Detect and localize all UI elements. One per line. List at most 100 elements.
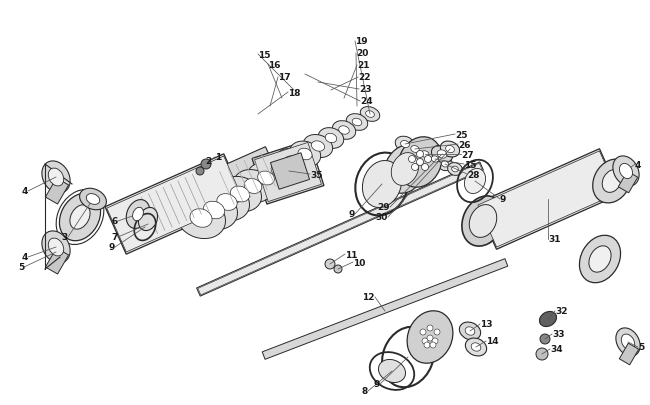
Ellipse shape (177, 198, 226, 239)
Ellipse shape (593, 160, 631, 203)
Text: 10: 10 (353, 258, 365, 267)
Circle shape (325, 259, 335, 269)
Ellipse shape (462, 196, 504, 247)
Ellipse shape (304, 135, 333, 158)
Ellipse shape (59, 194, 101, 241)
Circle shape (417, 159, 424, 166)
Circle shape (424, 342, 430, 348)
Polygon shape (211, 147, 283, 212)
Text: 6: 6 (112, 217, 118, 226)
Ellipse shape (276, 149, 309, 176)
Ellipse shape (391, 153, 419, 186)
Polygon shape (262, 259, 508, 359)
Circle shape (421, 164, 428, 171)
Circle shape (427, 325, 433, 331)
Text: 25: 25 (455, 130, 467, 139)
Circle shape (427, 335, 433, 341)
Polygon shape (618, 172, 638, 193)
Text: 9: 9 (348, 210, 355, 219)
Text: 32: 32 (555, 307, 567, 316)
Ellipse shape (465, 327, 475, 335)
Ellipse shape (448, 163, 462, 176)
Ellipse shape (190, 191, 237, 230)
Text: 30: 30 (376, 213, 388, 222)
Text: 4: 4 (21, 253, 28, 262)
Ellipse shape (271, 164, 287, 177)
Text: 21: 21 (357, 61, 369, 70)
Ellipse shape (244, 179, 262, 194)
Ellipse shape (42, 231, 70, 263)
Text: 19: 19 (355, 37, 368, 47)
Polygon shape (46, 179, 68, 205)
Text: 5: 5 (638, 343, 644, 352)
Ellipse shape (406, 142, 424, 157)
Text: 33: 33 (552, 330, 564, 339)
Text: 22: 22 (358, 73, 370, 82)
Text: 29: 29 (378, 203, 390, 212)
Ellipse shape (411, 146, 419, 153)
Circle shape (201, 160, 211, 170)
Ellipse shape (471, 343, 481, 351)
Ellipse shape (261, 156, 296, 185)
Ellipse shape (360, 107, 380, 122)
Text: 15: 15 (258, 50, 270, 60)
Ellipse shape (365, 111, 374, 118)
Text: 2: 2 (205, 157, 211, 166)
Ellipse shape (332, 122, 356, 140)
Ellipse shape (441, 162, 448, 168)
Circle shape (434, 329, 440, 335)
Polygon shape (196, 162, 484, 296)
Text: 7: 7 (112, 233, 118, 242)
Circle shape (536, 348, 548, 360)
Text: 20: 20 (356, 49, 369, 58)
Circle shape (424, 156, 432, 163)
Ellipse shape (346, 114, 368, 131)
Polygon shape (478, 151, 618, 247)
Ellipse shape (398, 137, 442, 188)
Ellipse shape (257, 172, 274, 185)
Polygon shape (270, 153, 309, 190)
Ellipse shape (218, 177, 261, 212)
Circle shape (430, 342, 436, 348)
Text: 17: 17 (278, 73, 291, 82)
Ellipse shape (363, 161, 402, 208)
Ellipse shape (407, 311, 453, 363)
Polygon shape (198, 164, 482, 295)
Ellipse shape (79, 189, 107, 210)
Ellipse shape (289, 142, 320, 168)
Ellipse shape (70, 205, 90, 230)
Ellipse shape (431, 156, 439, 163)
Polygon shape (46, 248, 68, 274)
Text: 16: 16 (268, 60, 281, 69)
Ellipse shape (230, 187, 250, 202)
Ellipse shape (416, 147, 434, 162)
Ellipse shape (621, 334, 634, 350)
Ellipse shape (325, 134, 337, 143)
Ellipse shape (437, 150, 447, 159)
Text: 15: 15 (464, 160, 476, 169)
Text: 27: 27 (461, 150, 474, 159)
Ellipse shape (421, 151, 429, 158)
Ellipse shape (42, 162, 70, 194)
Text: 18: 18 (288, 88, 300, 97)
Ellipse shape (437, 158, 453, 171)
Polygon shape (476, 149, 620, 249)
Circle shape (422, 338, 428, 344)
Ellipse shape (440, 142, 460, 158)
Text: 9: 9 (500, 195, 506, 204)
Ellipse shape (432, 146, 452, 163)
Text: 1: 1 (215, 153, 221, 162)
Text: 9: 9 (374, 379, 380, 388)
Ellipse shape (352, 119, 362, 126)
Polygon shape (107, 157, 243, 252)
Ellipse shape (126, 200, 150, 229)
Ellipse shape (540, 312, 556, 327)
Ellipse shape (602, 170, 622, 193)
Ellipse shape (248, 163, 285, 194)
Text: 14: 14 (486, 337, 499, 345)
Ellipse shape (616, 328, 640, 356)
Circle shape (420, 329, 426, 335)
Ellipse shape (217, 194, 237, 211)
Ellipse shape (395, 137, 415, 152)
Ellipse shape (589, 246, 611, 273)
